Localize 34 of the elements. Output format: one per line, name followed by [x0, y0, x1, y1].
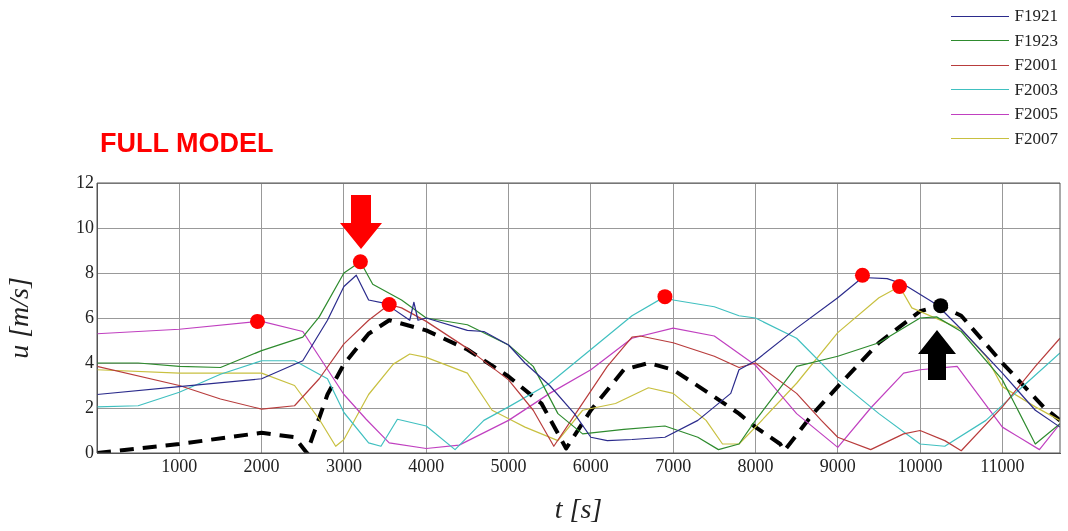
legend-label: F2007	[1014, 128, 1058, 149]
y-tick-label: 6	[85, 306, 94, 327]
y-tick-label: 0	[85, 441, 94, 462]
y-tick-label: 12	[76, 171, 94, 192]
x-tick-label: 5000	[490, 455, 527, 476]
x-tick-label: 4000	[408, 455, 445, 476]
y-tick-label: 10	[76, 216, 94, 237]
legend-label: F2005	[1014, 104, 1058, 125]
point	[250, 313, 265, 329]
text: FULL MODEL	[100, 128, 274, 159]
legend-label: F1921	[1014, 6, 1058, 27]
x-tick-label: 10000	[897, 455, 943, 476]
x-tick-label: 7000	[655, 455, 692, 476]
point	[352, 254, 368, 270]
point	[381, 297, 397, 312]
y-tick-label: 8	[85, 261, 94, 282]
x-tick-label: 1000	[161, 455, 198, 476]
y-tick-label: 4	[85, 351, 94, 372]
x-tick-label: 6000	[572, 455, 609, 476]
x-tick-label: 9000	[819, 455, 856, 476]
x-tick-label: 3000	[325, 455, 362, 476]
x-axis-title: t [s]	[554, 492, 603, 524]
y-tick-label: 2	[85, 396, 94, 417]
legend-label: F2003	[1014, 79, 1058, 100]
point	[854, 267, 870, 283]
y-axis-title: u [m/s]	[3, 277, 35, 359]
point	[657, 289, 673, 305]
x-tick-label: 8000	[737, 455, 774, 476]
point	[892, 279, 907, 294]
x-tick-label: 11000	[980, 455, 1025, 476]
legend-label: F1923	[1014, 30, 1058, 51]
x-tick-label: 2000	[243, 455, 280, 476]
legend-label: F2001	[1014, 55, 1058, 76]
point	[933, 298, 949, 314]
